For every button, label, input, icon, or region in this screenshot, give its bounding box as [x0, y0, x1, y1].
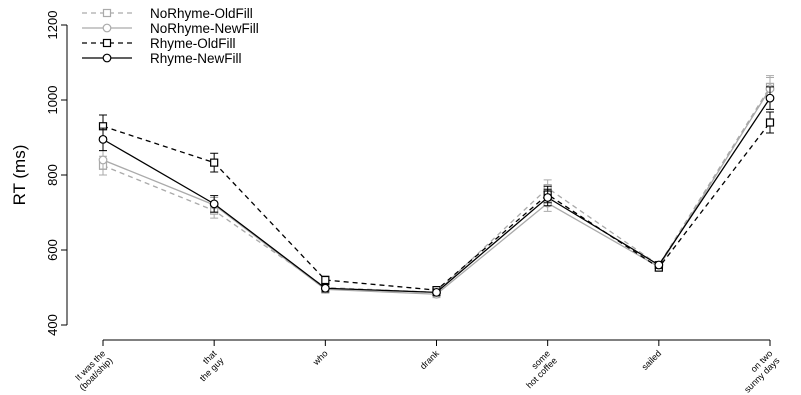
- series-line: [102, 97, 771, 294]
- x-tick-label: drank: [418, 348, 441, 371]
- series-norhyme-oldfill: [98, 75, 775, 297]
- legend-item: Rhyme-OldFill: [82, 36, 236, 51]
- circle-marker: [102, 53, 112, 63]
- x-tick-label: somehot coffee: [517, 348, 559, 390]
- x-tick-label: on twosunny days: [735, 348, 782, 395]
- circle-marker: [98, 155, 108, 165]
- square-marker: [210, 158, 219, 167]
- x-tick-label: It was the(boat/ship): [70, 348, 114, 392]
- square-marker: [321, 275, 330, 285]
- series-line: [102, 86, 771, 294]
- series-rhyme-newfill: [98, 86, 775, 297]
- y-tick-labels: 400 600 800 1000 1200: [45, 11, 67, 336]
- axes: [66, 25, 770, 341]
- legend-item: Rhyme-NewFill: [82, 51, 242, 66]
- legend-label: NoRhyme-OldFill: [150, 6, 253, 21]
- y-tick-label: 1200: [45, 11, 60, 40]
- circle-marker: [98, 134, 108, 144]
- legend-label: Rhyme-NewFill: [150, 51, 242, 66]
- x-tick-label: who: [310, 348, 329, 367]
- circle-marker: [209, 199, 219, 209]
- series-line: [102, 88, 771, 295]
- y-tick-label: 1000: [45, 86, 60, 115]
- x-tick-label-line: sailed: [640, 348, 664, 372]
- x-tick-label: sailed: [640, 348, 664, 372]
- series-rhyme-oldfill: [98, 111, 775, 295]
- legend-label: NoRhyme-NewFill: [150, 21, 259, 36]
- legend-item: NoRhyme-NewFill: [82, 21, 259, 36]
- square-marker: [102, 38, 112, 48]
- circle-marker: [320, 283, 330, 293]
- series-norhyme-newfill: [98, 77, 775, 299]
- legend-item: NoRhyme-OldFill: [82, 6, 253, 21]
- series-group: [98, 75, 775, 299]
- y-tick-label: 800: [45, 164, 60, 186]
- x-tick-label-line: drank: [418, 348, 441, 371]
- x-tick-label: thatthe guy: [191, 348, 226, 383]
- y-axis-label: RT (ms): [10, 145, 29, 206]
- circle-marker: [543, 193, 553, 202]
- y-tick-label: 600: [45, 239, 60, 261]
- legend: NoRhyme-OldFillNoRhyme-NewFillRhyme-OldF…: [82, 6, 259, 66]
- square-marker: [765, 118, 775, 127]
- x-tick-label-line: who: [310, 348, 329, 367]
- square-marker: [102, 8, 112, 18]
- circle-marker: [654, 260, 664, 270]
- y-tick-label: 400: [45, 314, 60, 336]
- x-tick-labels: It was the(boat/ship) thatthe guy who drank…: [70, 340, 782, 395]
- circle-marker: [765, 93, 775, 103]
- circle-marker: [432, 287, 441, 297]
- circle-marker: [102, 23, 112, 33]
- legend-label: Rhyme-OldFill: [150, 36, 236, 51]
